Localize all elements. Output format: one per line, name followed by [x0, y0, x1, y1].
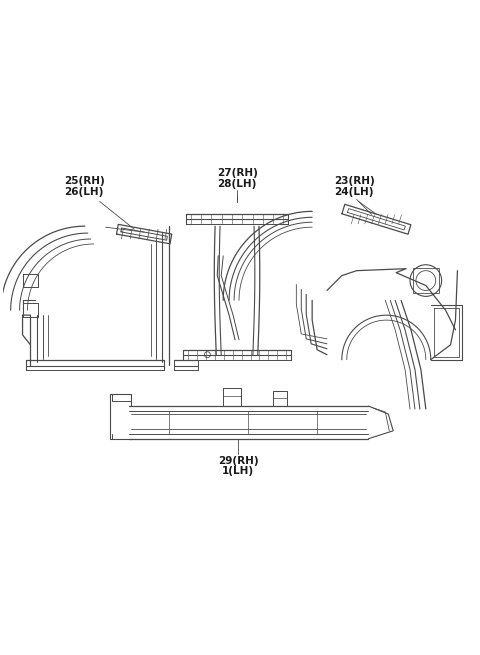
- Text: 1(LH): 1(LH): [222, 466, 254, 476]
- Text: 28(LH): 28(LH): [217, 179, 257, 189]
- Text: 24(LH): 24(LH): [334, 187, 373, 196]
- Text: 27(RH): 27(RH): [217, 168, 258, 178]
- Text: 29(RH): 29(RH): [218, 457, 258, 466]
- Text: 25(RH): 25(RH): [64, 176, 105, 185]
- Text: 23(RH): 23(RH): [334, 176, 375, 185]
- Bar: [413, 268, 439, 293]
- Text: 26(LH): 26(LH): [64, 187, 103, 196]
